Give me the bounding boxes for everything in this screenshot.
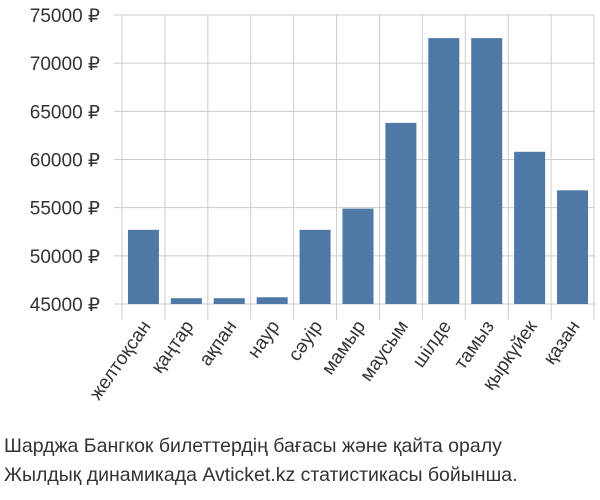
bar <box>342 208 374 304</box>
bar <box>514 151 546 304</box>
grid-lines <box>114 14 595 320</box>
bar-chart: 45000 ₽ 50000 ₽ 55000 ₽ 60000 ₽ 65000 ₽ 70000… <box>30 6 595 404</box>
x-tick-label: ақпан <box>195 317 241 370</box>
x-tick-label: наур <box>244 317 285 362</box>
bar <box>127 229 159 304</box>
x-tick-label: қаңтар <box>147 317 198 377</box>
x-tick-label: сәуір <box>285 317 328 365</box>
x-tick-label: желтоқсан <box>86 317 156 404</box>
bar <box>471 38 503 305</box>
y-tick-label: 70000 ₽ <box>30 54 100 75</box>
chart-caption: Шарджа Бангкок билеттердің бағасы және қ… <box>4 432 600 490</box>
y-axis-labels: 45000 ₽ 50000 ₽ 55000 ₽ 60000 ₽ 65000 ₽ 70000… <box>30 6 100 316</box>
x-tick-label: қазан <box>540 317 585 369</box>
caption-line-1: Шарджа Бангкок билеттердің бағасы және қ… <box>4 435 502 457</box>
bar <box>299 229 331 304</box>
y-tick-label: 45000 ₽ <box>30 295 100 316</box>
bar <box>170 298 202 304</box>
y-tick-label: 65000 ₽ <box>30 102 100 123</box>
bars <box>127 38 589 305</box>
bar <box>428 38 460 305</box>
bar <box>213 298 245 304</box>
caption-line-2: Жылдық динамикада Avticket.kz статистика… <box>4 464 518 486</box>
y-tick-label: 75000 ₽ <box>30 6 100 27</box>
bar <box>256 297 288 304</box>
bar <box>385 122 417 304</box>
y-tick-label: 55000 ₽ <box>30 199 100 220</box>
y-tick-label: 50000 ₽ <box>30 247 100 268</box>
y-tick-label: 60000 ₽ <box>30 151 100 172</box>
bar <box>557 190 589 304</box>
x-tick-label: шілде <box>409 317 456 372</box>
